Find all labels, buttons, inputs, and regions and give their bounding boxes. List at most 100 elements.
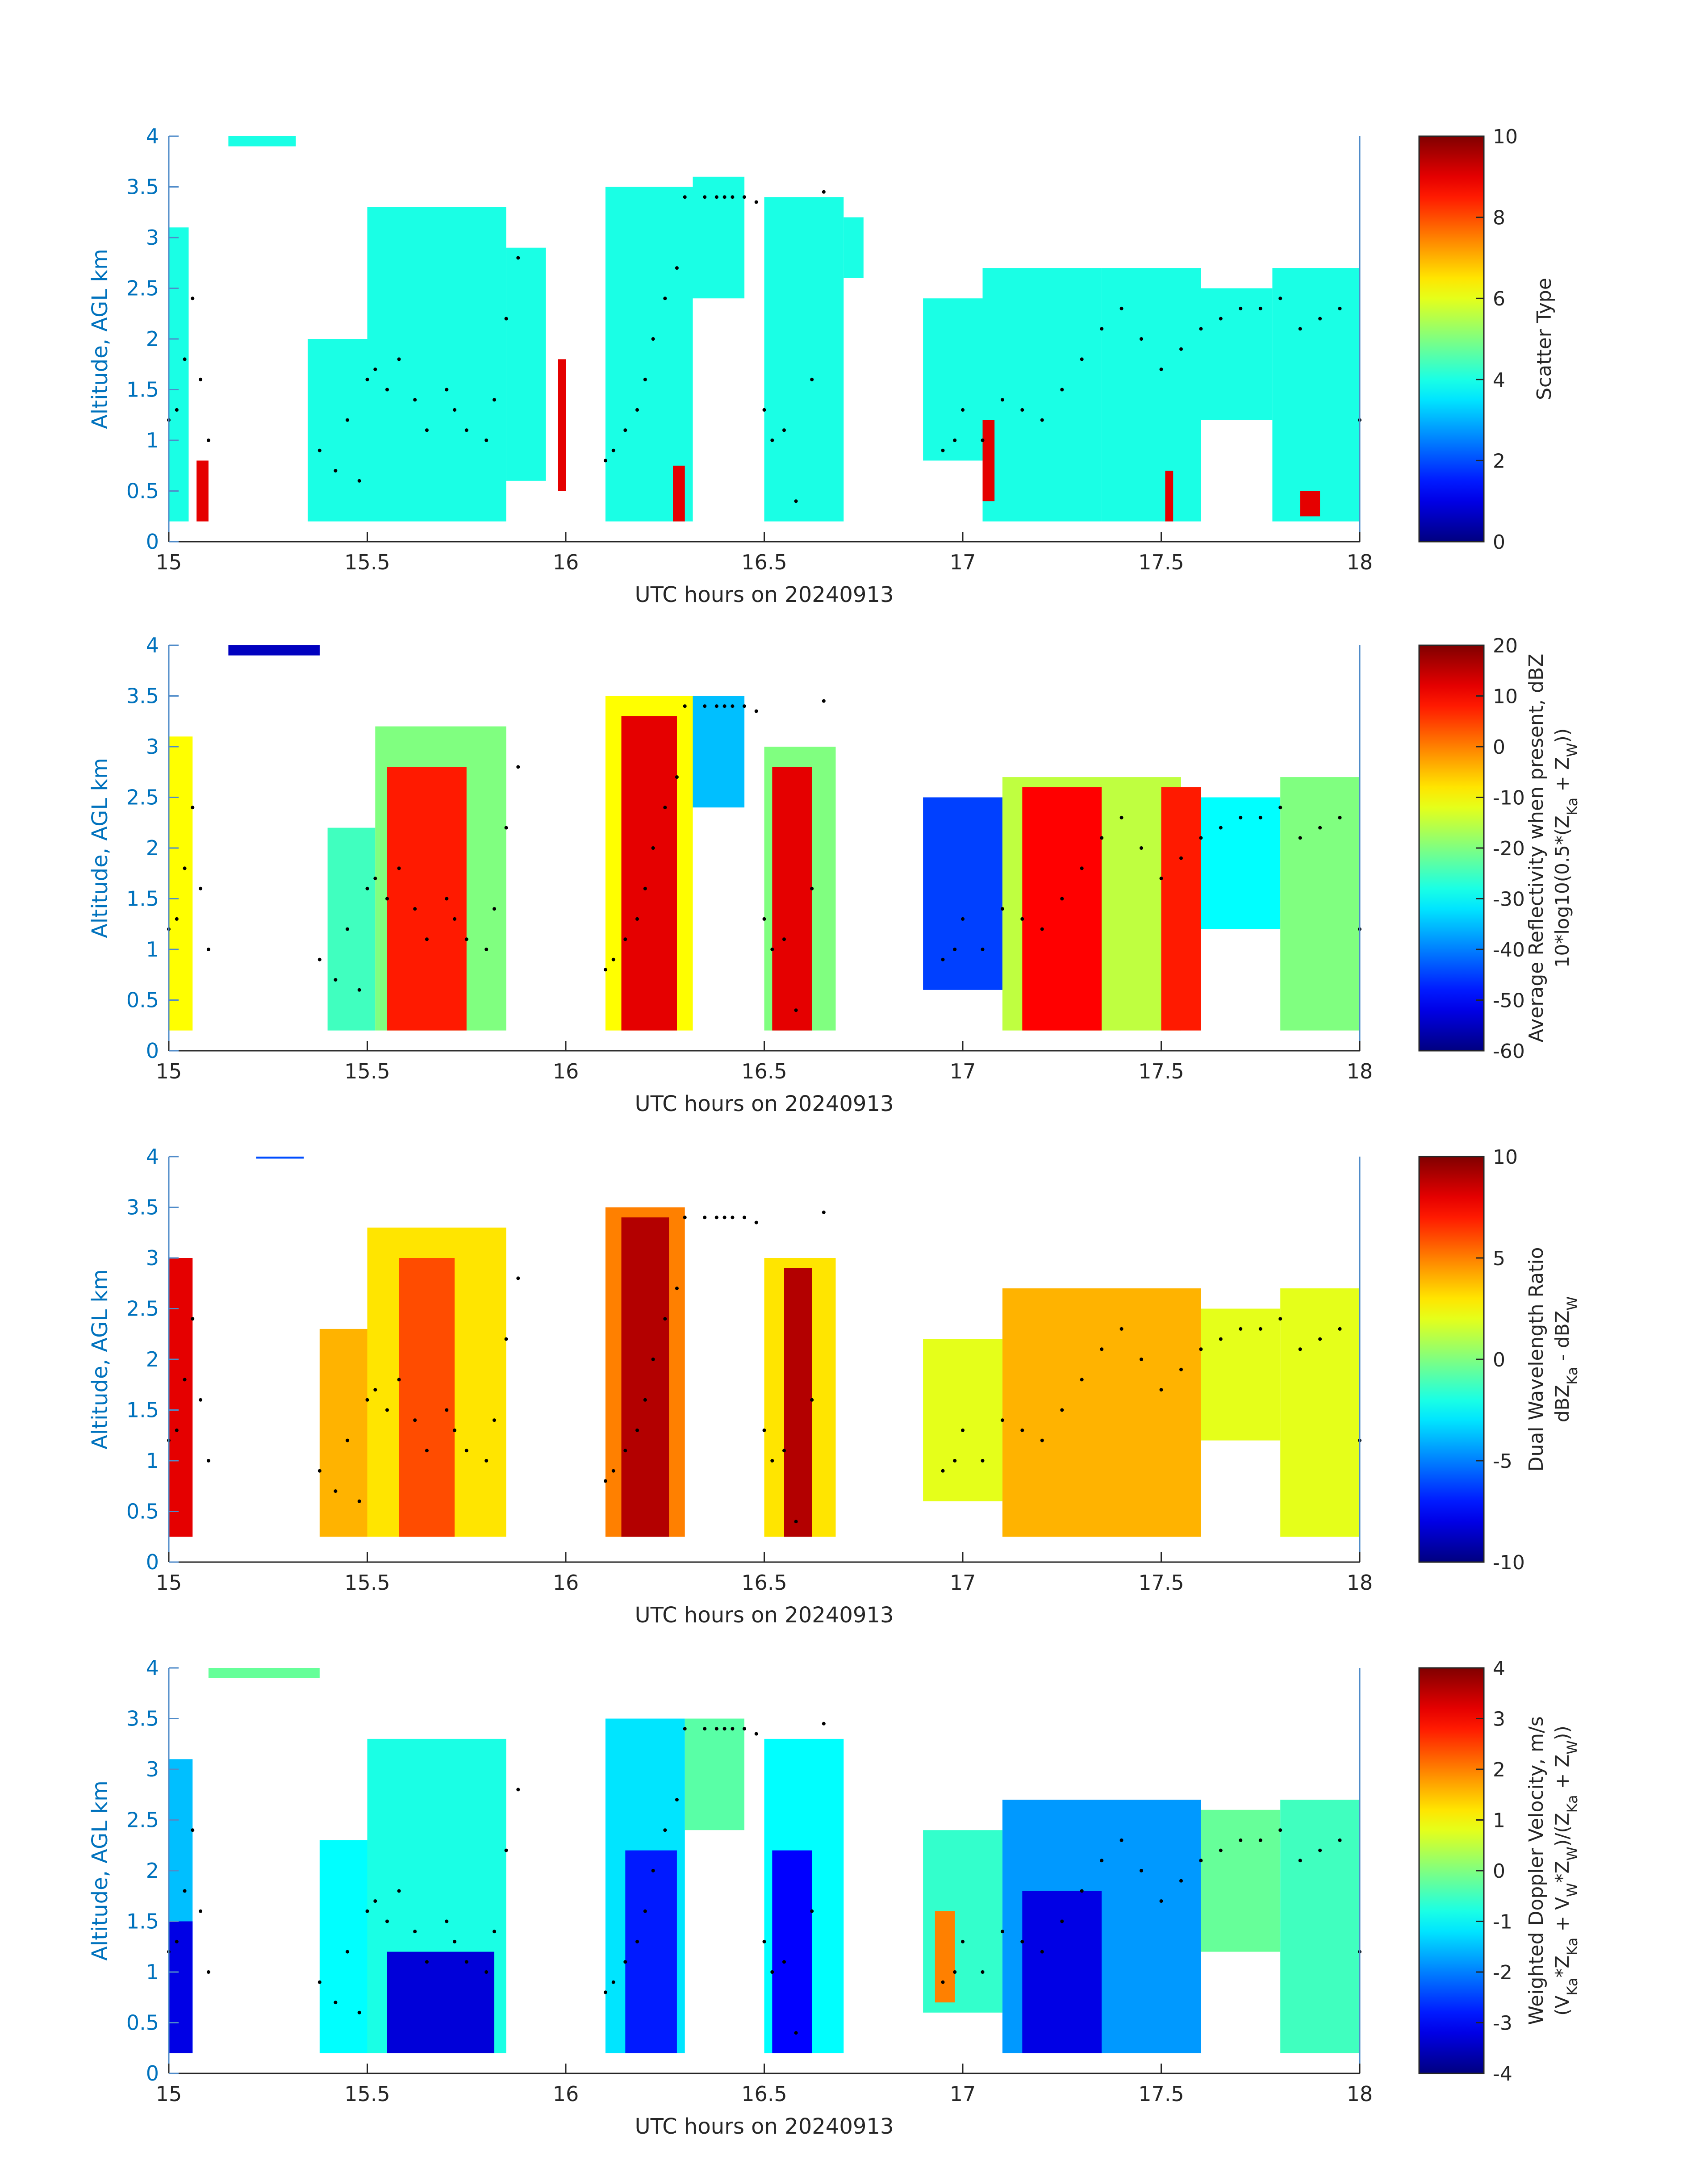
colorbar-tick-label: -20: [1493, 837, 1525, 860]
panel-average-reflectivity: 15 15.5 16 16.5 17 17.5 18 0 0.5 1 1.5 2 2.5 3 3.5 4 UTC…: [88, 633, 1581, 1116]
marker-point: [1298, 1859, 1302, 1863]
marker-point: [822, 1722, 826, 1726]
marker-point: [373, 368, 377, 372]
marker-point: [782, 428, 786, 432]
colorbar-label-subscript: Ka: [1564, 1795, 1581, 1813]
y-tick-label: 2.5: [126, 276, 159, 301]
heatmap-cell: [208, 1668, 320, 1678]
marker-point: [175, 917, 179, 921]
marker-point: [663, 1317, 667, 1321]
x-axis-label: UTC hours on 20240913: [635, 1091, 894, 1116]
marker-point: [1258, 815, 1262, 819]
marker-point: [714, 704, 718, 708]
marker-point: [683, 704, 687, 708]
heatmap-cells: [169, 1668, 1360, 2053]
marker-point: [754, 200, 758, 204]
heatmap-cell: [693, 176, 745, 299]
colorbar-label: Average Reflectivity when present, dBZ 10…: [1525, 654, 1581, 1043]
heatmap-cell: [169, 736, 193, 1031]
heatmap-cell: [319, 1329, 367, 1537]
marker-point: [1179, 1367, 1183, 1371]
heatmap-cell: [621, 716, 677, 1031]
y-tick-label: 4: [146, 1145, 159, 1169]
marker-point: [1020, 1939, 1024, 1943]
marker-point: [743, 1216, 746, 1220]
marker-point: [1318, 826, 1322, 830]
y-tick-label: 3.5: [126, 1707, 159, 1731]
marker-point: [199, 377, 203, 381]
marker-point: [1338, 815, 1342, 819]
heatmap-cell: [1272, 268, 1360, 522]
colorbar-tick-label: -10: [1493, 1551, 1525, 1574]
heatmap-cell: [1165, 471, 1173, 522]
marker-point: [703, 1216, 707, 1220]
colorbar-label-subscript: Ka: [1564, 1367, 1581, 1385]
y-tick-label: 0: [146, 1550, 159, 1574]
marker-series: [167, 1722, 1361, 2035]
y-tick-label: 1: [146, 428, 159, 452]
marker-point: [722, 1727, 727, 1731]
heatmap-cell: [1201, 1809, 1281, 1952]
y-tick-label: 1.5: [126, 378, 159, 402]
colorbar-label-subscript: W: [1564, 1883, 1581, 1897]
y-tick-label: 0: [146, 1039, 159, 1063]
marker-point: [183, 357, 187, 361]
marker-point: [953, 439, 957, 442]
y-tick-label: 4: [146, 1656, 159, 1680]
marker-point: [762, 917, 766, 921]
marker-point: [743, 195, 746, 199]
marker-point: [1219, 1337, 1223, 1341]
heatmap-cell: [844, 217, 864, 278]
y-tick-label: 3.5: [126, 684, 159, 708]
y-tick-label: 1: [146, 937, 159, 961]
marker-point: [941, 1469, 945, 1473]
marker-point: [603, 1990, 607, 1994]
marker-point: [1199, 327, 1203, 331]
colorbar-tick-label: 10: [1493, 685, 1518, 708]
marker-point: [504, 1848, 508, 1852]
marker-point: [611, 957, 615, 961]
colorbar-tick-label: 6: [1493, 288, 1505, 310]
heatmap-cell: [228, 136, 296, 146]
heatmap-cell: [784, 1268, 812, 1537]
marker-point: [1119, 306, 1123, 310]
colorbar-tick-label: 2: [1493, 1759, 1505, 1781]
marker-point: [1179, 856, 1183, 860]
x-tick-label: 15: [156, 1059, 182, 1083]
x-tick-label: 16.5: [741, 550, 787, 574]
x-tick-label: 16: [553, 550, 579, 574]
marker-point: [603, 968, 607, 972]
colorbar-tick-label: 8: [1493, 207, 1505, 230]
colorbar-label-line: Weighted Doppler Velocity, m/s: [1525, 1716, 1548, 2025]
marker-point: [794, 499, 798, 503]
marker-point: [334, 2001, 338, 2005]
x-axis-label: UTC hours on 20240913: [635, 582, 894, 607]
marker-point: [357, 479, 361, 483]
marker-point: [484, 948, 489, 951]
heatmap-cell: [308, 339, 367, 522]
marker-point: [1159, 877, 1163, 881]
marker-point: [1080, 1889, 1084, 1893]
x-tick-label: 17.5: [1138, 2082, 1184, 2106]
heatmap-cell: [558, 359, 566, 491]
colorbar-tick-label: 10: [1493, 1146, 1518, 1169]
marker-point: [191, 806, 195, 810]
marker-point: [1258, 1838, 1262, 1842]
panel-scatter-type: 15 15.5 16 16.5 17 17.5 18 0 0.5 1 1.5 2 2.5 3 3.5 4 UTC…: [88, 124, 1556, 607]
colorbar-gradient: [1418, 644, 1485, 1052]
marker-point: [191, 1828, 195, 1832]
colorbar-label: Weighted Doppler Velocity, m/s (VKa*ZKa +…: [1525, 1716, 1581, 2025]
marker-point: [782, 1449, 786, 1453]
marker-point: [1199, 836, 1203, 840]
marker-point: [794, 1008, 798, 1012]
colorbar-label-line: 10*log10(0.5*(ZKa + ZW)): [1551, 728, 1581, 968]
heatmap-cell: [387, 767, 467, 1031]
marker-point: [1278, 1317, 1282, 1321]
colorbar-label-line: Average Reflectivity when present, dBZ: [1525, 654, 1548, 1043]
colorbar-label-part: *Z: [1551, 1861, 1573, 1883]
marker-point: [385, 1408, 389, 1412]
x-tick-label: 17: [950, 1571, 976, 1595]
colorbar-label-part: + V: [1551, 1897, 1573, 1938]
colorbar-label-part: + Z: [1551, 1755, 1573, 1795]
